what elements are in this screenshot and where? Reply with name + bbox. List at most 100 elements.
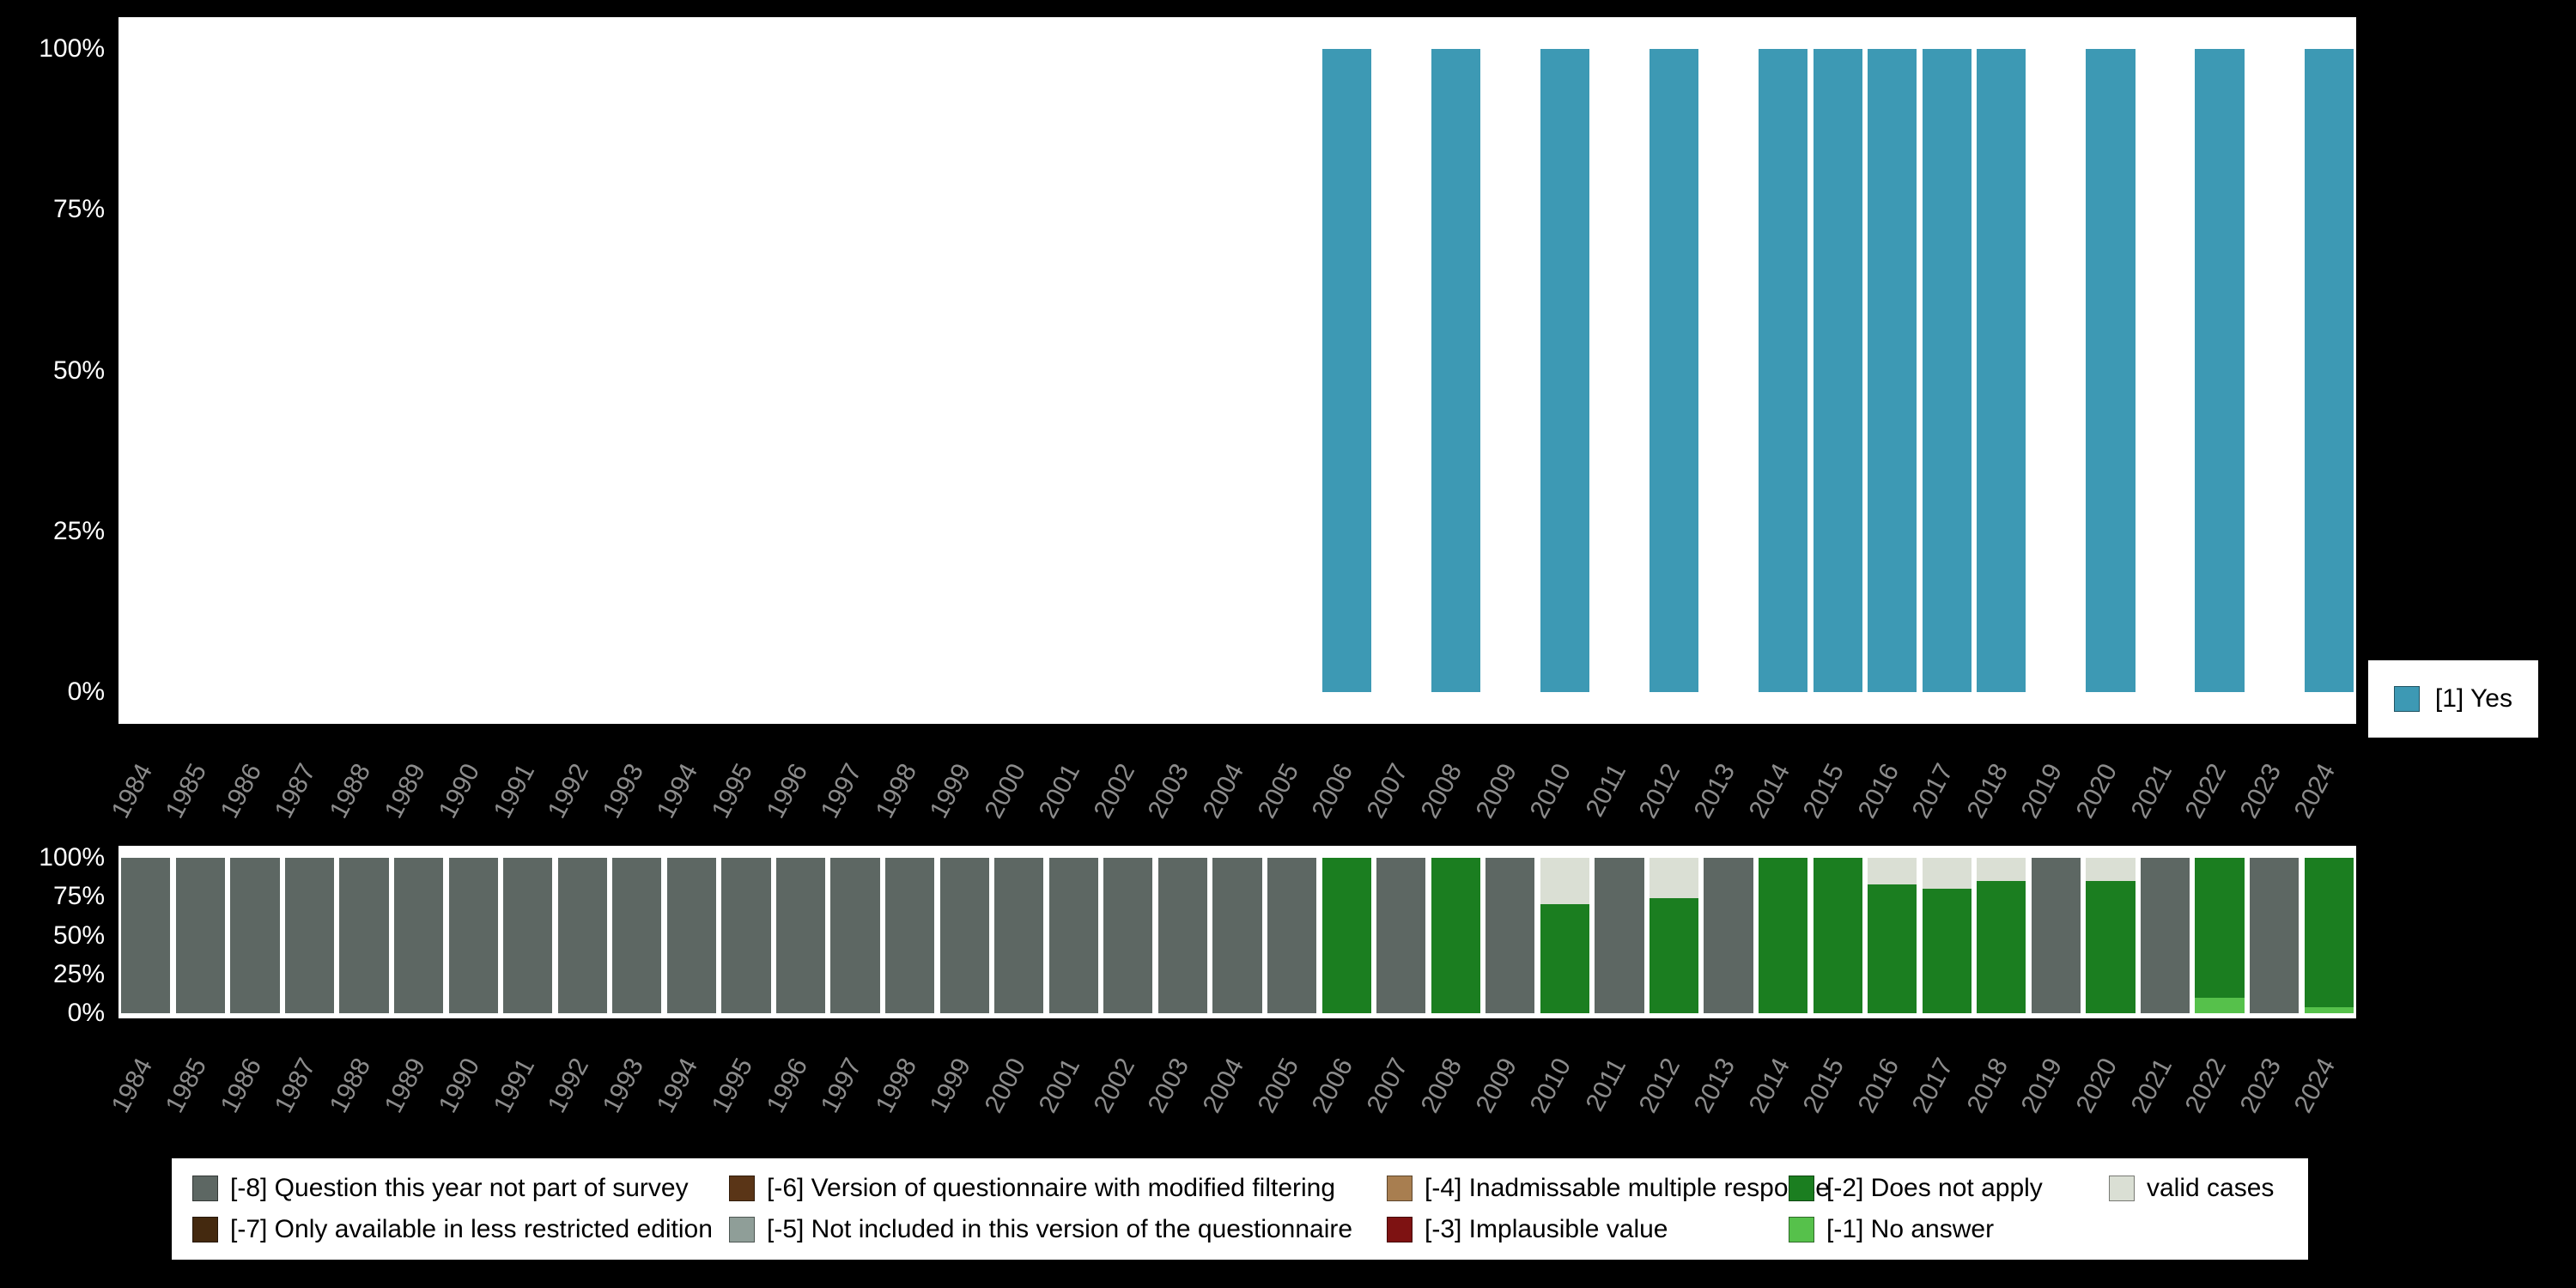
stack-segment-2015--2 bbox=[1813, 858, 1862, 1013]
top-y-tick-100: 100% bbox=[39, 34, 105, 63]
bottom-y-tick-50: 50% bbox=[52, 921, 105, 950]
legend-yes: [1] Yes bbox=[2367, 660, 2538, 738]
yes-bar-2008 bbox=[1431, 49, 1480, 692]
legend-item--4: [-4] Inadmissable multiple response bbox=[1387, 1174, 1830, 1203]
stack-segment-2006--2 bbox=[1321, 858, 1371, 1013]
legend-label--4: [-4] Inadmissable multiple response bbox=[1425, 1174, 1830, 1202]
stack-segment-2023--8 bbox=[2250, 858, 2300, 1013]
stack-segment-2002--8 bbox=[1103, 858, 1153, 1013]
stack-segment-2000--8 bbox=[994, 858, 1044, 1013]
legend-swatch--6 bbox=[729, 1176, 755, 1201]
stack-segment-2022--2 bbox=[2195, 858, 2245, 998]
legend-label-valid: valid cases bbox=[2147, 1174, 2275, 1202]
stack-segment-1994--8 bbox=[666, 858, 716, 1013]
legend-swatch--8 bbox=[192, 1176, 218, 1201]
legend-label--6: [-6] Version of questionnaire with modif… bbox=[767, 1174, 1336, 1202]
stack-segment-1997--8 bbox=[830, 858, 880, 1013]
stack-segment-2024--2 bbox=[2304, 858, 2354, 1007]
stack-segment-2010-valid bbox=[1540, 858, 1589, 905]
legend-swatch--5 bbox=[729, 1217, 755, 1242]
stack-segment-2019--8 bbox=[2031, 858, 2081, 1013]
bottom-chart-bars bbox=[118, 858, 2356, 1013]
stack-segment-2020-valid bbox=[2086, 858, 2136, 882]
stack-segment-2003--8 bbox=[1157, 858, 1208, 1013]
yes-bar-2006 bbox=[1321, 49, 1371, 692]
stack-segment-2016-valid bbox=[1868, 858, 1917, 884]
yes-bar-2016 bbox=[1868, 49, 1917, 692]
stack-segment-2014--2 bbox=[1759, 858, 1808, 1013]
stack-segment-1999--8 bbox=[939, 858, 989, 1013]
legend-item--3: [-3] Implausible value bbox=[1387, 1215, 1789, 1244]
top-chart-plot-area bbox=[118, 17, 2356, 724]
stack-segment-2024--1 bbox=[2304, 1006, 2354, 1013]
stack-segment-2018--2 bbox=[1977, 881, 2026, 1013]
stack-segment-1998--8 bbox=[885, 858, 935, 1013]
bottom-y-tick-0: 0% bbox=[67, 999, 105, 1027]
stack-segment-2008--2 bbox=[1431, 858, 1480, 1013]
stack-segment-2022--1 bbox=[2195, 997, 2245, 1013]
yes-bar-2024 bbox=[2304, 49, 2354, 692]
legend-label--5: [-5] Not included in this version of the… bbox=[767, 1215, 1353, 1243]
stack-segment-1989--8 bbox=[393, 858, 444, 1013]
legend-item--8: [-8] Question this year not part of surv… bbox=[192, 1174, 729, 1203]
stack-segment-2011--8 bbox=[1595, 858, 1644, 1013]
legend-missing-values: [-8] Question this year not part of surv… bbox=[172, 1158, 2308, 1260]
top-y-tick-0: 0% bbox=[67, 677, 105, 706]
legend-item--7: [-7] Only available in less restricted e… bbox=[192, 1215, 729, 1244]
legend-swatch--2 bbox=[1789, 1176, 1814, 1201]
stack-segment-2007--8 bbox=[1376, 858, 1426, 1013]
bottom-y-tick-25: 25% bbox=[52, 960, 105, 988]
yes-bar-2022 bbox=[2195, 49, 2245, 692]
legend-swatch--4 bbox=[1387, 1176, 1413, 1201]
stack-segment-1992--8 bbox=[557, 858, 607, 1013]
stack-segment-2005--8 bbox=[1267, 858, 1317, 1013]
top-y-tick-25: 25% bbox=[52, 517, 105, 545]
legend-item--6: [-6] Version of questionnaire with modif… bbox=[729, 1174, 1387, 1203]
stack-segment-2013--8 bbox=[1704, 858, 1753, 1013]
bottom-chart-plot-area bbox=[118, 846, 2356, 1018]
stack-segment-2017--2 bbox=[1922, 889, 1971, 1013]
yes-bar-2010 bbox=[1540, 49, 1589, 692]
yes-bar-2017 bbox=[1922, 49, 1971, 692]
stack-segment-2004--8 bbox=[1212, 858, 1262, 1013]
top-y-tick-50: 50% bbox=[52, 356, 105, 385]
legend-item--2: [-2] Does not apply bbox=[1789, 1174, 2109, 1203]
stack-segment-1987--8 bbox=[284, 858, 335, 1013]
yes-bar-2014 bbox=[1759, 49, 1808, 692]
yes-legend-swatch bbox=[2393, 686, 2420, 712]
stack-segment-2016--2 bbox=[1868, 884, 1917, 1013]
yes-legend-label: [1] Yes bbox=[2434, 684, 2512, 713]
stack-segment-2012--2 bbox=[1649, 898, 1699, 1013]
legend-label--1: [-1] No answer bbox=[1826, 1215, 1995, 1243]
legend-swatch--7 bbox=[192, 1217, 218, 1242]
stack-segment-2010--2 bbox=[1540, 904, 1589, 1013]
stack-segment-2021--8 bbox=[2140, 858, 2190, 1013]
stack-segment-1986--8 bbox=[230, 858, 280, 1013]
stack-segment-1984--8 bbox=[121, 858, 171, 1013]
yes-bar-2015 bbox=[1813, 49, 1862, 692]
yes-bar-2012 bbox=[1649, 49, 1699, 692]
top-y-tick-75: 75% bbox=[52, 195, 105, 223]
bottom-y-tick-75: 75% bbox=[52, 882, 105, 910]
stack-segment-1985--8 bbox=[175, 858, 225, 1013]
stack-segment-1988--8 bbox=[339, 858, 389, 1013]
stack-segment-1996--8 bbox=[775, 858, 826, 1013]
yes-bar-2018 bbox=[1977, 49, 2026, 692]
legend-swatch--3 bbox=[1387, 1217, 1413, 1242]
bottom-y-tick-100: 100% bbox=[39, 843, 105, 872]
legend-swatch-valid bbox=[2109, 1176, 2135, 1201]
stack-segment-2017-valid bbox=[1922, 858, 1971, 890]
legend-swatch--1 bbox=[1789, 1217, 1814, 1242]
stack-segment-2009--8 bbox=[1485, 858, 1535, 1013]
stack-segment-2012-valid bbox=[1649, 858, 1699, 899]
legend-item-valid: valid cases bbox=[2109, 1174, 2287, 1203]
yes-bar-2020 bbox=[2086, 49, 2136, 692]
legend-item--1: [-1] No answer bbox=[1789, 1215, 2109, 1244]
legend-label--8: [-8] Question this year not part of surv… bbox=[230, 1174, 689, 1202]
legend-label--7: [-7] Only available in less restricted e… bbox=[230, 1215, 713, 1243]
stack-segment-1991--8 bbox=[503, 858, 553, 1013]
stack-segment-1990--8 bbox=[448, 858, 498, 1013]
legend-label--2: [-2] Does not apply bbox=[1826, 1174, 2043, 1202]
stack-segment-2020--2 bbox=[2086, 881, 2136, 1013]
bottom-x-axis: 1984 1985 1986 1987 1988 1989 1990 1991 1992 1993… bbox=[106, 1029, 2356, 1166]
